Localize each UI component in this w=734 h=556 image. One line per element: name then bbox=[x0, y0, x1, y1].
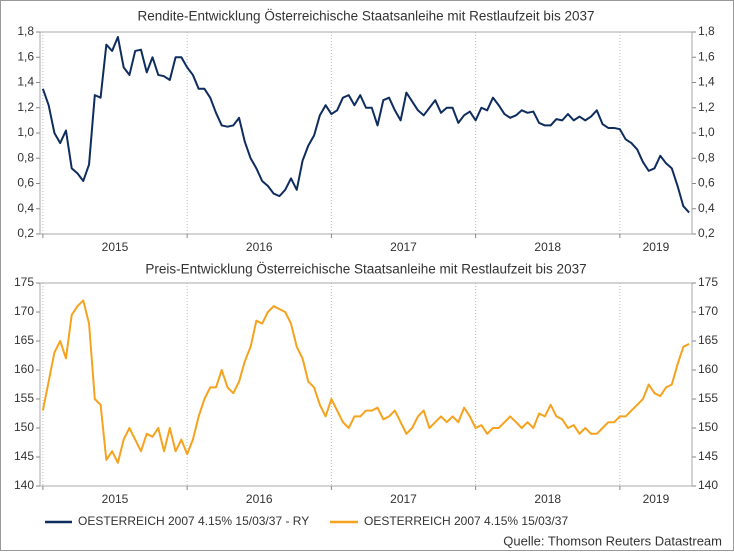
y-tick-label: 0,6 bbox=[698, 176, 715, 190]
y-tick-label: 0,4 bbox=[698, 201, 715, 215]
line bbox=[41, 36, 690, 214]
y-tick-label: 175 bbox=[698, 275, 718, 289]
x-tick-label: 2015 bbox=[102, 240, 129, 254]
y-tick-label: 165 bbox=[698, 333, 718, 347]
y-tick-label: 1,0 bbox=[698, 125, 715, 139]
y-tick-label: 145 bbox=[698, 449, 718, 463]
y-tick-label: 1,6 bbox=[17, 49, 34, 63]
y-tick-label: 1,6 bbox=[698, 49, 715, 63]
y-tick-label: 145 bbox=[14, 449, 34, 463]
y-tick-label: 1,0 bbox=[17, 125, 34, 139]
y-tick-label: 1,4 bbox=[698, 75, 715, 89]
y-tick-label: 1,8 bbox=[698, 24, 715, 38]
x-tick-label: 2019 bbox=[643, 492, 670, 506]
x-tick-label: 2016 bbox=[246, 492, 273, 506]
y-tick-label: 1,8 bbox=[17, 24, 34, 38]
y-tick-label: 170 bbox=[14, 304, 34, 318]
legend-label: OESTERREICH 2007 4.15% 15/03/37 bbox=[364, 514, 568, 528]
y-tick-label: 175 bbox=[14, 275, 34, 289]
legend-label: OESTERREICH 2007 4.15% 15/03/37 - RY bbox=[78, 514, 309, 528]
y-tick-label: 1,2 bbox=[17, 100, 34, 114]
plot-area bbox=[39, 282, 693, 487]
y-tick-label: 1,2 bbox=[698, 100, 715, 114]
line bbox=[41, 299, 690, 464]
source: Quelle: Thomson Reuters Datastream bbox=[503, 533, 722, 548]
y-tick-label: 170 bbox=[698, 304, 718, 318]
x-tick-label: 2015 bbox=[102, 492, 129, 506]
x-tick-label: 2017 bbox=[390, 492, 417, 506]
y-tick-label: 0,6 bbox=[17, 176, 34, 190]
y-tick-label: 160 bbox=[698, 362, 718, 376]
y-tick-label: 0,8 bbox=[698, 150, 715, 164]
y-tick-label: 155 bbox=[14, 391, 34, 405]
chart-title: Preis-Entwicklung Österreichische Staats… bbox=[145, 262, 586, 277]
x-tick-label: 2018 bbox=[534, 240, 561, 254]
x-tick-label: 2018 bbox=[534, 492, 561, 506]
y-tick-label: 155 bbox=[698, 391, 718, 405]
chart-title: Rendite-Entwicklung Österreichische Staa… bbox=[138, 9, 595, 24]
y-tick-label: 150 bbox=[698, 420, 718, 434]
y-tick-label: 140 bbox=[698, 478, 718, 492]
y-tick-label: 0,4 bbox=[17, 201, 34, 215]
y-tick-label: 0,8 bbox=[17, 150, 34, 164]
x-tick-label: 2019 bbox=[643, 240, 670, 254]
y-tick-label: 165 bbox=[14, 333, 34, 347]
y-tick-label: 160 bbox=[14, 362, 34, 376]
y-tick-label: 150 bbox=[14, 420, 34, 434]
y-tick-label: 0,2 bbox=[698, 226, 715, 240]
x-tick-label: 2016 bbox=[246, 240, 273, 254]
y-tick-label: 140 bbox=[14, 478, 34, 492]
y-tick-label: 0,2 bbox=[17, 226, 34, 240]
x-tick-label: 2017 bbox=[390, 240, 417, 254]
y-tick-label: 1,4 bbox=[17, 75, 34, 89]
